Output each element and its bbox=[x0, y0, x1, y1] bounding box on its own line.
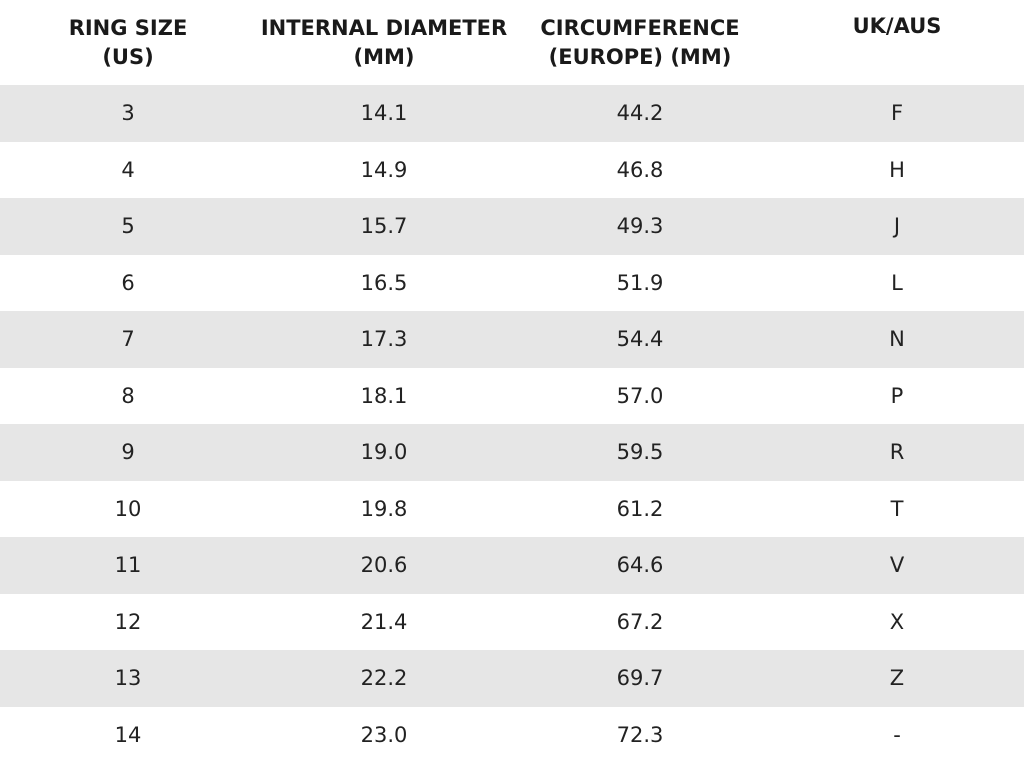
table-cell: 11 bbox=[114, 553, 142, 577]
table-cell: 3 bbox=[121, 101, 135, 125]
table-cell: P bbox=[890, 383, 904, 408]
table-row: 5 15.7 49.3 J bbox=[0, 198, 1024, 255]
table-cell: F bbox=[890, 101, 904, 125]
table-cell: T bbox=[890, 496, 904, 521]
table-cell: 19.8 bbox=[360, 496, 408, 521]
table-cell: 59.5 bbox=[616, 440, 664, 464]
table-cell: 10 bbox=[114, 496, 142, 521]
table-cell: 19.0 bbox=[360, 440, 408, 464]
table-cell: 14.1 bbox=[360, 101, 408, 125]
table-cell: 8 bbox=[121, 383, 135, 408]
table-cell: Z bbox=[889, 666, 905, 690]
table-cell: L bbox=[891, 270, 903, 295]
column-header: (EUROPE) (MM) bbox=[548, 45, 732, 69]
table-cell: 49.3 bbox=[616, 214, 664, 238]
table-cell: 15.7 bbox=[360, 214, 408, 238]
table-cell: 72.3 bbox=[616, 722, 664, 747]
table-cell: 51.9 bbox=[616, 270, 664, 295]
column-header: UK/AUS bbox=[852, 14, 942, 38]
table-cell: 61.2 bbox=[616, 496, 664, 521]
table-cell: 6 bbox=[121, 270, 135, 295]
table-cell: N bbox=[889, 327, 905, 351]
table-cell: R bbox=[889, 440, 905, 464]
table-cell: 16.5 bbox=[360, 270, 408, 295]
table-cell: 9 bbox=[121, 440, 135, 464]
table-cell: 14 bbox=[114, 722, 142, 747]
column-header: (US) bbox=[102, 45, 154, 69]
table-cell: 4 bbox=[121, 157, 135, 182]
column-header: RING SIZE bbox=[68, 16, 188, 40]
table-row: 4 14.9 46.8 H bbox=[0, 142, 1024, 199]
table-cell: H bbox=[889, 157, 905, 182]
table-cell: V bbox=[889, 553, 905, 577]
table-cell: 14.9 bbox=[360, 157, 408, 182]
table-row: 10 19.8 61.2 T bbox=[0, 481, 1024, 538]
table-row: 11 20.6 64.6 V bbox=[0, 537, 1024, 594]
table-cell: 22.2 bbox=[360, 666, 408, 690]
table-cell: 67.2 bbox=[616, 609, 664, 634]
table-cell: 54.4 bbox=[616, 327, 664, 351]
column-header: CIRCUMFERENCE bbox=[540, 16, 740, 40]
table-cell: 23.0 bbox=[360, 722, 408, 747]
table-cell: 46.8 bbox=[616, 157, 664, 182]
table-row: 9 19.0 59.5 R bbox=[0, 424, 1024, 481]
table-cell: 69.7 bbox=[616, 666, 664, 690]
table-cell: 5 bbox=[121, 214, 135, 238]
table-row: 14 23.0 72.3 - bbox=[0, 707, 1024, 764]
table-cell: 44.2 bbox=[616, 101, 664, 125]
table-cell: 7 bbox=[121, 327, 135, 351]
table-row: 13 22.2 69.7 Z bbox=[0, 650, 1024, 707]
table-cell: 20.6 bbox=[360, 553, 408, 577]
column-header: (MM) bbox=[353, 45, 415, 69]
table-cell: J bbox=[893, 214, 901, 238]
table-row: 12 21.4 67.2 X bbox=[0, 594, 1024, 651]
table-row: 7 17.3 54.4 N bbox=[0, 311, 1024, 368]
table-cell: - bbox=[893, 722, 901, 747]
column-header: INTERNAL DIAMETER bbox=[260, 16, 508, 40]
table-cell: 12 bbox=[114, 609, 142, 634]
table-cell: X bbox=[889, 609, 905, 634]
table-row: 3 14.1 44.2 F bbox=[0, 85, 1024, 142]
table-cell: 18.1 bbox=[360, 383, 408, 408]
table-cell: 64.6 bbox=[616, 553, 664, 577]
table-cell: 57.0 bbox=[616, 383, 664, 408]
table-cell: 21.4 bbox=[360, 609, 408, 634]
table-cell: 17.3 bbox=[360, 327, 408, 351]
table-row: 8 18.1 57.0 P bbox=[0, 368, 1024, 425]
table-row: 6 16.5 51.9 L bbox=[0, 255, 1024, 312]
table-cell: 13 bbox=[114, 666, 142, 690]
